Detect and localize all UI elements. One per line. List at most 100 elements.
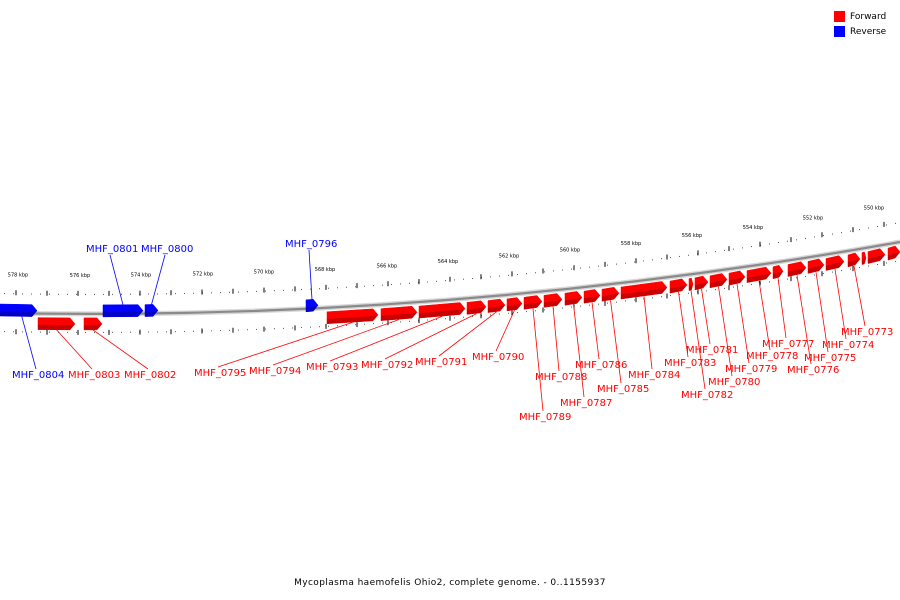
scale-label-564-kbp: 564 kbp (438, 259, 458, 265)
gene-label-mhf-0802: MHF_0802 (124, 370, 176, 381)
scale-dot (175, 293, 176, 295)
gene-mhf-0777-shade (773, 271, 783, 279)
scale-dot (400, 283, 401, 285)
leader-mhf-0790 (495, 310, 515, 352)
scale-dot (265, 290, 266, 292)
gene-label-mhf-0788: MHF_0788 (535, 372, 587, 383)
scale-dot (121, 293, 122, 295)
scale-dot (643, 260, 644, 262)
scale-dot (580, 305, 581, 307)
scale-dot (220, 292, 221, 294)
scale-dot (679, 293, 680, 295)
gene-mhf-0784 (620, 281, 668, 300)
gene-mhf-0785 (601, 287, 620, 302)
gene-mhf-0792 (466, 300, 487, 315)
scale-dot (544, 309, 545, 311)
gene-mhf-0791 (487, 298, 506, 313)
scale-dot (193, 330, 194, 332)
legend-reverse-label: Reverse (850, 26, 887, 37)
leader-mhf-0794 (272, 319, 400, 366)
gene-label-mhf-0793: MHF_0793 (306, 362, 358, 373)
scale-dot (868, 265, 869, 267)
legend-forward-label: Forward (850, 11, 887, 22)
gene-label-mhf-0787: MHF_0787 (560, 398, 612, 409)
scale-dot (382, 322, 383, 324)
scale-dot (301, 289, 302, 291)
gene-mhf-0788-shade (544, 299, 562, 308)
scale-dot (22, 331, 23, 333)
scale-dot (688, 254, 689, 256)
scale-dot (787, 278, 788, 280)
scale-dot (220, 330, 221, 332)
scale-dot (526, 311, 527, 313)
scale-dot (661, 296, 662, 298)
gene-unlabeled-0 (861, 251, 867, 265)
scale-dot (319, 326, 320, 328)
scale-dot (85, 331, 86, 333)
leader-mhf-0791 (438, 311, 497, 357)
scale-dot (238, 291, 239, 293)
scale-dot (472, 277, 473, 279)
gene-label-mhf-0789: MHF_0789 (519, 412, 571, 423)
scale-dot (148, 331, 149, 333)
scale-dot (607, 264, 608, 266)
gene-label-mhf-0792: MHF_0792 (361, 360, 413, 371)
scale-dot (769, 281, 770, 283)
scale-dot (724, 287, 725, 289)
gene-unlabeled-1-shade (868, 254, 885, 264)
gene-mhf-0777 (772, 265, 784, 280)
leader-mhf-0787 (573, 304, 585, 398)
gene-label-mhf-0804: MHF_0804 (12, 370, 64, 381)
gene-label-mhf-0790: MHF_0790 (472, 352, 524, 363)
scale-dot (742, 285, 743, 287)
gene-mhf-0790-shade (507, 303, 522, 311)
gene-mhf-0794 (380, 305, 418, 321)
scale-dot (355, 286, 356, 288)
gene-mhf-0776-shade (788, 267, 806, 277)
scale-dot (175, 331, 176, 333)
scale-dot (616, 263, 617, 265)
scale-dot (715, 251, 716, 253)
scale-dot (895, 260, 896, 262)
scale-dot (832, 271, 833, 273)
scale-dot (274, 290, 275, 292)
gene-mhf-0773-shade (848, 258, 860, 267)
gene-label-mhf-0774: MHF_0774 (822, 340, 874, 351)
scale-dot (193, 292, 194, 294)
scale-label-560-kbp: 560 kbp (560, 248, 580, 254)
gene-mhf-0787-shade (565, 297, 582, 306)
gene-label-mhf-0776: MHF_0776 (787, 365, 839, 376)
leader-mhf-0783 (678, 291, 689, 358)
scale-dot (634, 261, 635, 263)
gene-mhf-0804-shade (0, 310, 37, 317)
scale-dot (49, 331, 50, 333)
scale-dot (823, 235, 824, 237)
scale-dot (328, 287, 329, 289)
leader-mhf-0796 (308, 249, 313, 300)
scale-label-570-kbp: 570 kbp (254, 270, 274, 276)
leader-mhf-0784 (643, 296, 653, 370)
scale-dot (886, 224, 887, 226)
gene-mhf-0793 (418, 302, 466, 319)
gene-mhf-0775-shade (808, 264, 824, 274)
gene-unlabeled-0-shade (862, 257, 866, 265)
scale-dot (508, 312, 509, 314)
gene-mhf-0804 (0, 303, 38, 317)
scale-dot (571, 268, 572, 270)
leader-mhf-0804 (18, 304, 37, 370)
scale-dot (445, 318, 446, 320)
scale-dot (31, 293, 32, 295)
leader-mhf-0777 (777, 278, 787, 339)
scale-dot (292, 327, 293, 329)
scale-label-550-kbp: 550 kbp (864, 206, 884, 212)
scale-dot (895, 222, 896, 224)
scale-dot (688, 292, 689, 294)
gene-label-mhf-0795: MHF_0795 (194, 368, 246, 379)
leader-mhf-0774 (834, 269, 847, 340)
scale-dot (94, 293, 95, 295)
gene-label-mhf-0791: MHF_0791 (415, 357, 467, 368)
leader-mhf-0802 (92, 329, 149, 370)
scale-label-556-kbp: 556 kbp (682, 233, 702, 239)
gene-mhf-0775 (807, 258, 825, 274)
scale-dot (436, 280, 437, 282)
